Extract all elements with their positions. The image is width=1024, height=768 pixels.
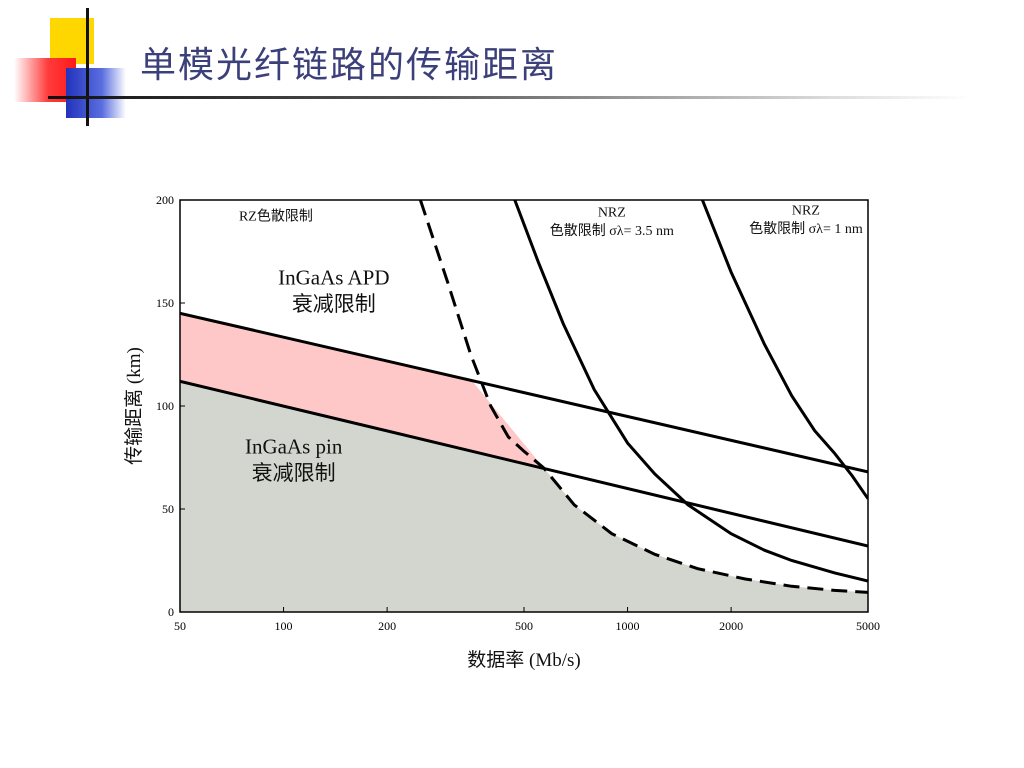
series-line-4	[513, 200, 868, 583]
title-underline	[52, 96, 972, 99]
y-tick-label: 150	[156, 296, 174, 310]
series-line-5	[701, 200, 868, 500]
annotation-label: NRZ	[598, 205, 626, 220]
series-line-1	[180, 311, 868, 474]
x-tick-label: 50	[174, 619, 186, 633]
y-tick-label: 0	[168, 605, 174, 619]
region-pin	[180, 381, 868, 612]
annotation-label: InGaAs pin	[245, 434, 343, 458]
annotation-label: 衰减限制	[292, 292, 376, 316]
deco-red-square	[14, 58, 76, 102]
annotation-label: 色散限制 σλ= 3.5 nm	[550, 222, 674, 239]
x-tick-label: 2000	[719, 619, 743, 633]
annotation-label: NRZ	[792, 203, 820, 218]
x-axis-label: 数据率 (Mb/s)	[467, 649, 580, 671]
y-tick-label: 50	[162, 502, 174, 516]
y-tick-label: 200	[156, 193, 174, 207]
annotation-label: 衰减限制	[252, 461, 336, 485]
slide-title: 单模光纤链路的传输距离	[140, 45, 559, 86]
annotation-label: 色散限制 σλ= 1 nm	[749, 220, 863, 237]
region-apd	[180, 313, 544, 468]
x-tick-label: 200	[378, 619, 396, 633]
series-line-3	[418, 200, 868, 594]
series-line-2	[180, 379, 868, 548]
x-tick-label: 100	[275, 619, 293, 633]
y-tick-label: 100	[156, 399, 174, 413]
x-tick-label: 5000	[856, 619, 880, 633]
deco-blue-square	[66, 68, 126, 118]
y-axis-label: 传输距离 (km)	[123, 347, 145, 465]
annotation-label: RZ色散限制	[239, 208, 313, 225]
annotation-label: InGaAs APD	[278, 265, 389, 289]
x-tick-label: 1000	[616, 619, 640, 633]
x-tick-label: 500	[515, 619, 533, 633]
deco-vertical-line	[86, 8, 89, 126]
